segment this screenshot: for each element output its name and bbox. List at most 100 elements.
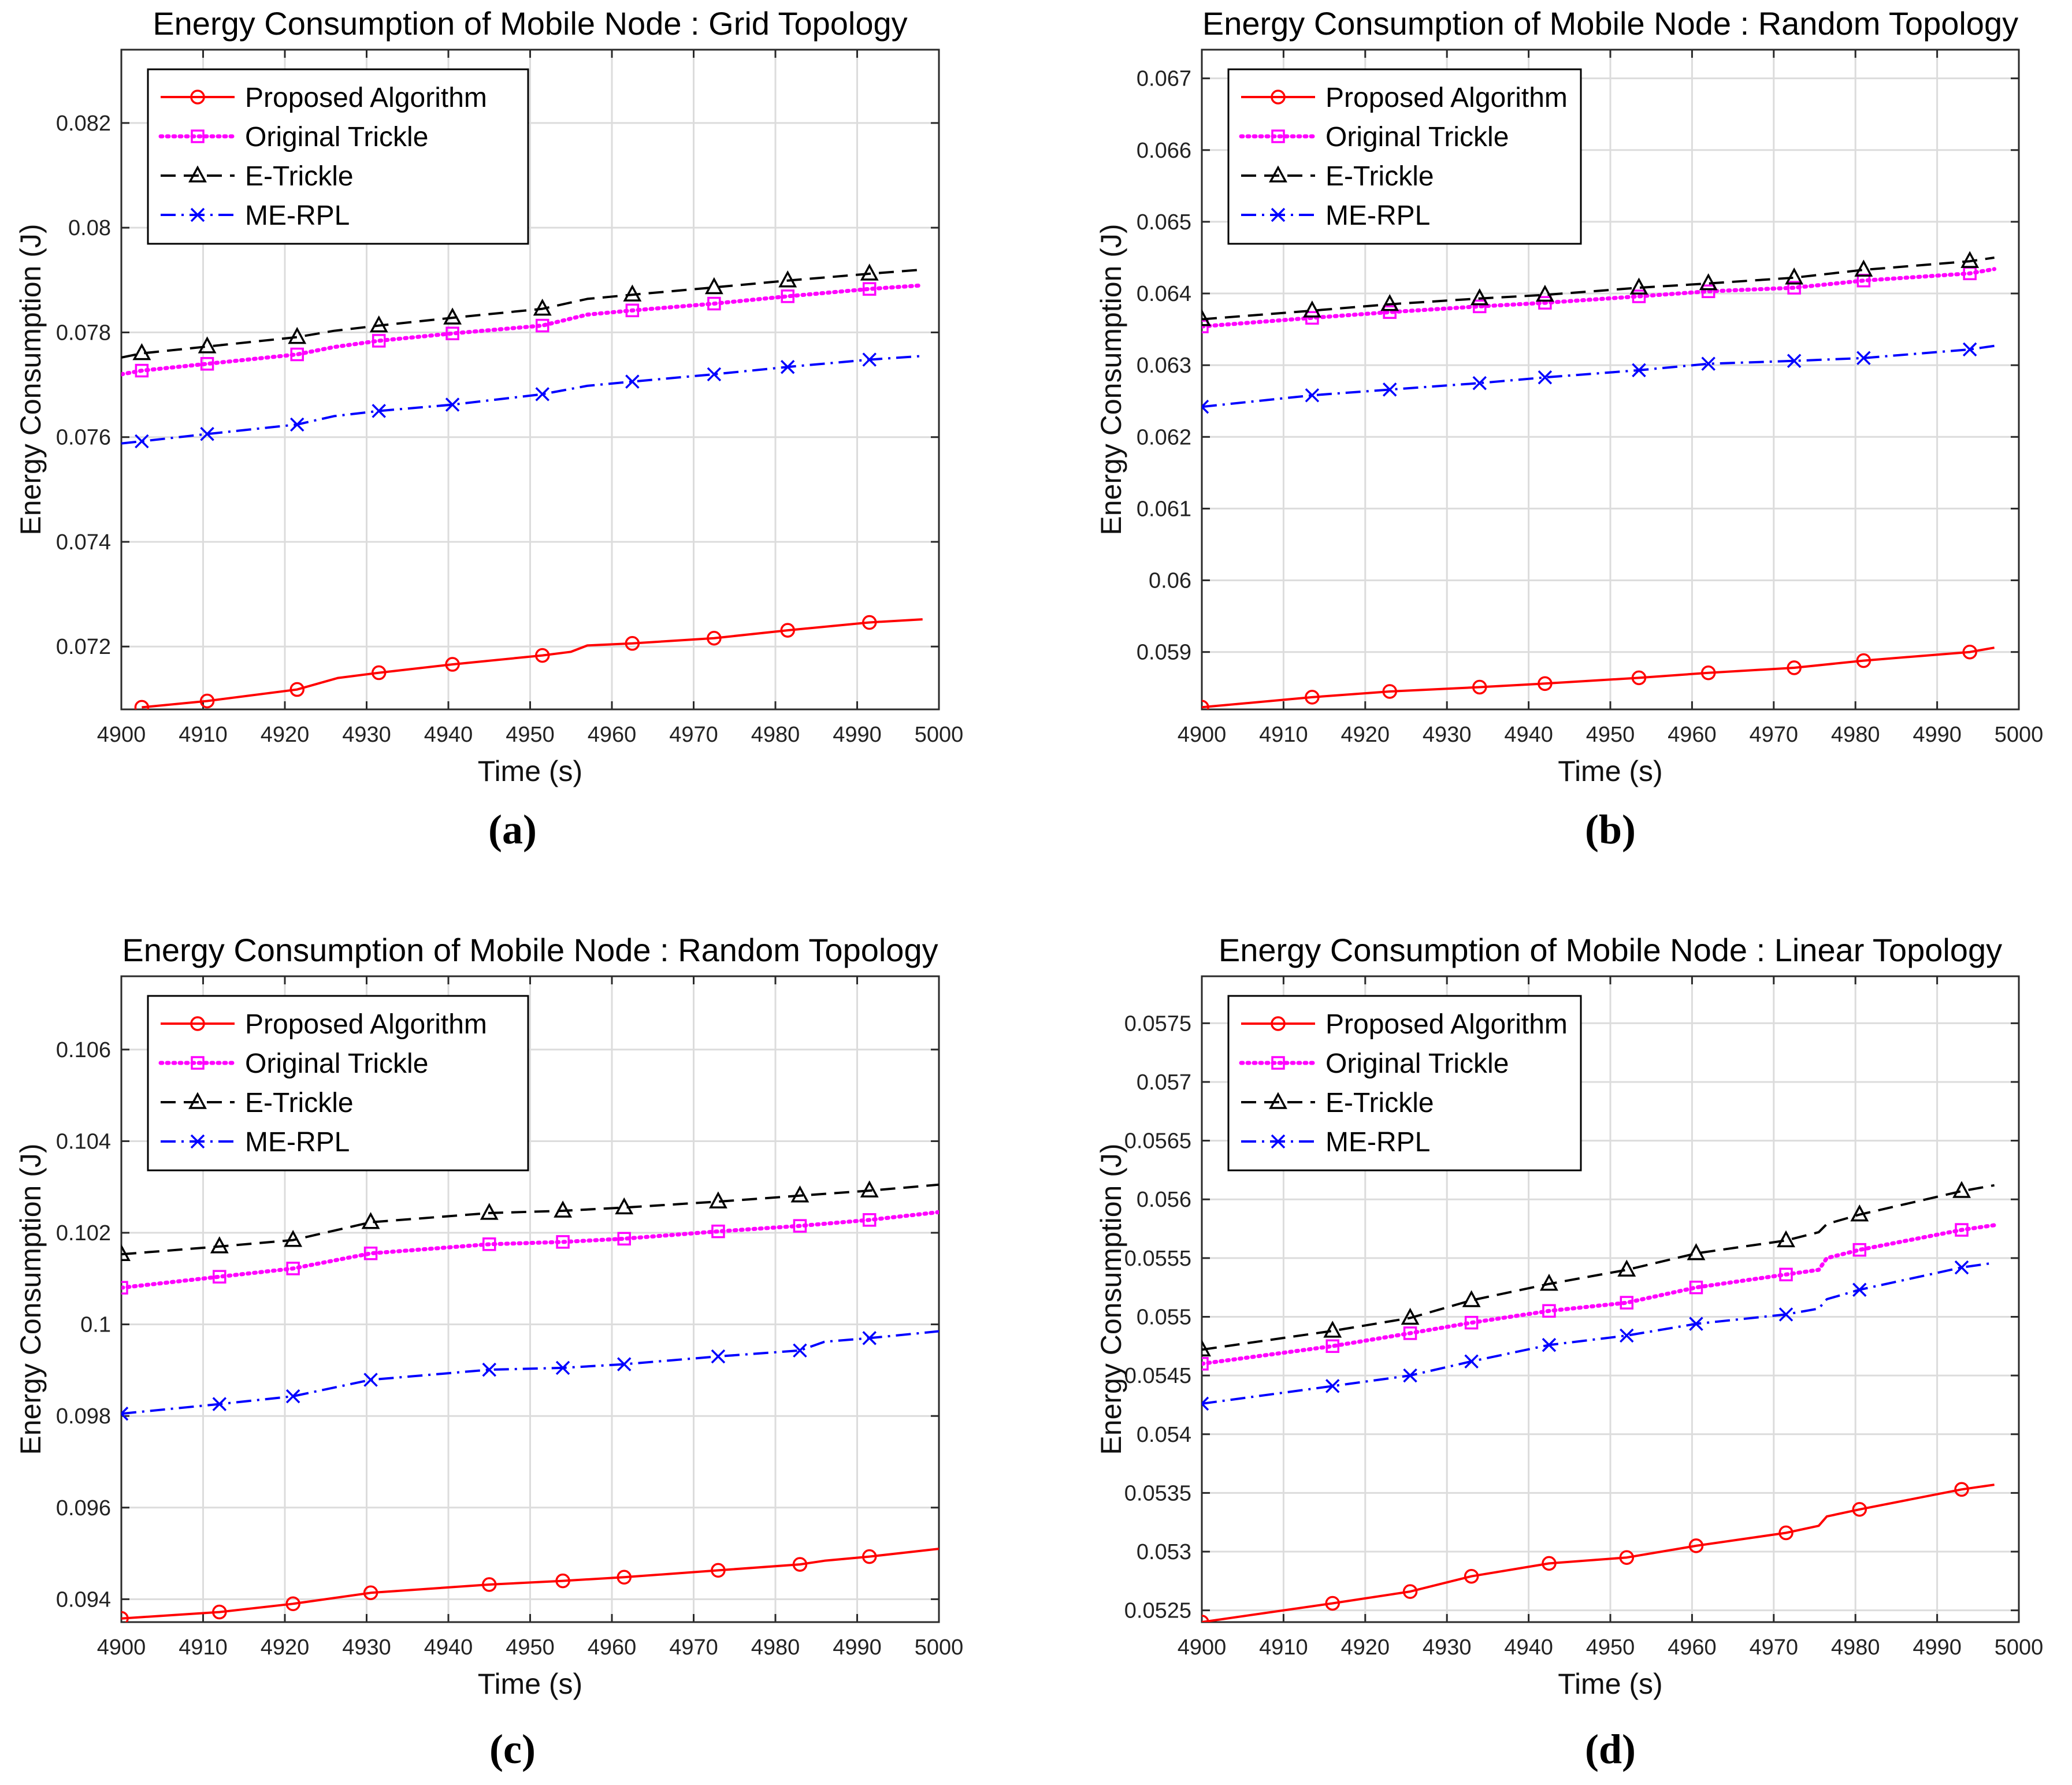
y-tick-label: 0.055 <box>1137 1305 1191 1329</box>
data-point-marker <box>371 665 387 680</box>
data-point-marker <box>860 263 879 281</box>
data-point-marker <box>1323 1321 1342 1338</box>
data-point-marker <box>289 682 305 697</box>
chart-title: Energy Consumption of Mobile Node : Rand… <box>122 932 938 968</box>
data-point-marker <box>625 374 640 389</box>
data-point-marker <box>1464 1315 1479 1330</box>
data-point-marker <box>1462 1290 1481 1307</box>
data-point-marker <box>1325 1379 1340 1393</box>
chart-title: Energy Consumption of Mobile Node : Line… <box>1219 932 2002 968</box>
data-point-marker <box>533 298 552 316</box>
y-tick-label: 0.104 <box>56 1129 111 1154</box>
data-point-marker <box>121 1244 131 1262</box>
data-point-marker <box>363 1246 378 1260</box>
legend: Proposed Algorithm Original Trickle E-Tric… <box>1227 68 1582 245</box>
data-point-marker <box>1380 293 1399 311</box>
series-me-rpl <box>1202 1260 1995 1411</box>
series-line <box>121 1548 939 1620</box>
data-point-marker <box>707 630 722 646</box>
subfigure-caption: (a) <box>488 806 537 853</box>
data-point-marker <box>623 284 642 302</box>
data-point-marker <box>1856 351 1871 365</box>
data-point-marker <box>135 363 149 378</box>
data-point-marker <box>860 1180 879 1198</box>
data-point-marker <box>1777 1230 1795 1248</box>
series-original-trickle <box>1202 1223 1997 1371</box>
legend-label: ME-RPL <box>1325 200 1430 231</box>
x-tick-label: 4970 <box>669 1635 718 1660</box>
data-point-marker <box>285 1596 300 1612</box>
data-point-marker <box>1202 1339 1211 1357</box>
data-point-marker <box>212 1604 227 1620</box>
data-point-marker <box>535 318 549 333</box>
chart-panel-4: 4900 4910 4920 4930 4940 4950 4960 4970 4980 4990… <box>1095 932 2043 1772</box>
legend: Proposed Algorithm Original Trickle E-Tric… <box>1227 995 1582 1172</box>
y-tick-label: 0.106 <box>56 1038 111 1062</box>
x-tick-label: 4930 <box>342 1635 391 1660</box>
data-point-marker <box>1538 296 1552 310</box>
data-point-marker <box>625 636 640 651</box>
data-point-marker <box>286 1262 300 1275</box>
data-point-marker <box>482 1577 497 1592</box>
x-tick-label: 4910 <box>1259 1635 1308 1660</box>
y-tick-label: 0.072 <box>56 635 111 659</box>
x-tick-label: 4930 <box>1423 1635 1472 1660</box>
data-point-marker <box>1852 1243 1867 1257</box>
data-point-marker <box>1620 1296 1634 1310</box>
data-point-marker <box>862 282 877 296</box>
x-tick-label: 4980 <box>1831 723 1880 747</box>
data-point-marker <box>200 427 214 441</box>
x-tick-label: 4960 <box>588 1635 637 1660</box>
data-point-marker <box>707 296 721 311</box>
x-tick-label: 4990 <box>833 723 882 747</box>
y-tick-label: 0.062 <box>1137 425 1191 449</box>
y-tick-label: 0.067 <box>1137 67 1191 91</box>
y-axis-label: Energy Consumption (J) <box>14 1143 47 1455</box>
data-point-marker <box>711 1349 726 1364</box>
data-point-marker <box>1787 354 1802 368</box>
data-point-marker <box>1470 288 1489 306</box>
data-point-marker <box>704 277 723 295</box>
data-point-marker <box>1202 700 1209 709</box>
x-tick-label: 4960 <box>588 723 637 747</box>
legend-label: Original Trickle <box>1325 122 1509 153</box>
legend-label: Original Trickle <box>1325 1048 1509 1079</box>
y-tick-label: 0.0545 <box>1124 1364 1191 1388</box>
legend-label: ME-RPL <box>245 1127 350 1158</box>
series-line <box>1202 646 1995 709</box>
series-proposed-algorithm <box>1202 1482 1995 1622</box>
data-point-marker <box>213 1270 226 1284</box>
data-point-marker <box>1632 289 1646 303</box>
data-point-marker <box>555 1573 570 1589</box>
data-point-marker <box>1202 399 1209 414</box>
data-point-marker <box>1401 1307 1420 1325</box>
data-point-marker <box>121 1611 129 1622</box>
data-point-marker <box>1854 259 1873 277</box>
legend-label: ME-RPL <box>1325 1127 1430 1158</box>
legend-box <box>147 995 529 1172</box>
x-tick-label: 4910 <box>1259 723 1308 747</box>
series-line <box>1202 1184 1995 1351</box>
data-point-marker <box>1699 273 1718 291</box>
legend-label: Original Trickle <box>245 122 428 153</box>
data-point-marker <box>617 1570 632 1585</box>
series-line <box>121 355 923 445</box>
y-tick-label: 0.1 <box>80 1313 111 1337</box>
series-original-trickle <box>1202 266 1997 333</box>
x-tick-label: 4940 <box>424 723 473 747</box>
x-tick-label: 4930 <box>1423 723 1472 747</box>
data-point-marker <box>1962 644 1977 660</box>
chart-panel-1: 4900 4910 4920 4930 4940 4950 4960 4970 4980 4990… <box>14 5 963 853</box>
legend-label: ME-RPL <box>245 200 350 231</box>
data-point-marker <box>443 307 462 325</box>
y-tick-label: 0.076 <box>56 426 111 450</box>
data-point-marker <box>121 1406 129 1421</box>
data-point-marker <box>290 347 304 362</box>
data-point-marker <box>1202 1396 1209 1411</box>
x-tick-label: 4940 <box>424 1635 473 1660</box>
data-point-marker <box>210 1236 229 1254</box>
x-tick-label: 4930 <box>342 723 391 747</box>
data-point-marker <box>862 1331 877 1345</box>
y-tick-label: 0.057 <box>1137 1070 1191 1095</box>
x-tick-label: 4940 <box>1504 723 1553 747</box>
